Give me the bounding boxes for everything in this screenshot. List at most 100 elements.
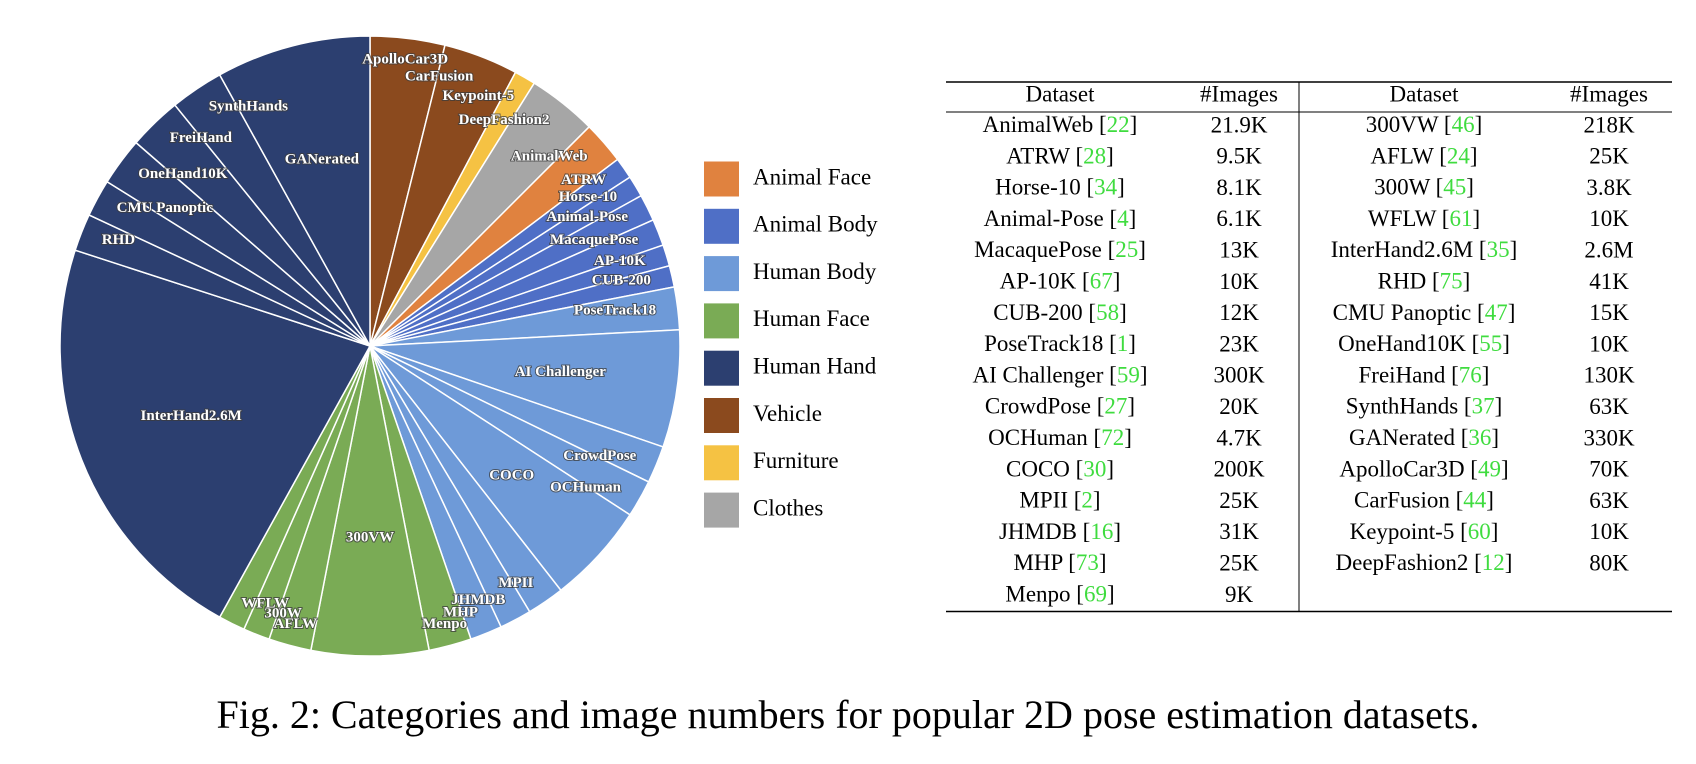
legend-swatch [704,303,739,339]
dataset-cell: MHP [73] [1013,550,1106,575]
dataset-text: OneHand10K [ [1338,331,1479,356]
citation: 25 [1115,237,1138,262]
dataset-text: ] [1106,457,1114,482]
images-cell: 31K [1219,519,1259,544]
dataset-cell: AFLW [24] [1370,144,1477,169]
dataset-cell: COCO [30] [1006,457,1114,482]
dataset-text: ] [1113,519,1121,544]
citation: 49 [1478,457,1501,482]
images-cell: 80K [1589,550,1629,575]
dataset-cell: AI Challenger [59] [972,363,1147,388]
dataset-text: ] [1129,206,1137,231]
citation: 61 [1449,206,1472,231]
legend-swatch [704,256,739,292]
citation: 4 [1117,206,1129,231]
dataset-text: ] [1140,363,1148,388]
dataset-cell: CMU Panoptic [47] [1333,300,1516,325]
pie-slice [218,35,371,349]
images-cell: 10K [1589,206,1629,231]
dataset-text: CUB-200 [ [993,300,1096,325]
dataset-text: ] [1099,550,1107,575]
images-cell: 10K [1589,331,1629,356]
dataset-text: MacaquePose [ [974,237,1115,262]
images-cell: 63K [1589,394,1629,419]
images-cell: 330K [1583,425,1635,450]
images-cell: 300K [1213,363,1265,388]
table-header: #Images [1200,81,1278,106]
citation: 75 [1440,269,1463,294]
dataset-text: AFLW [ [1370,144,1446,169]
legend-label: Human Face [753,306,870,331]
table-header: Dataset [1026,81,1096,106]
images-cell: 15K [1589,300,1629,325]
images-cell: 13K [1219,237,1259,262]
citation: 35 [1487,237,1510,262]
dataset-text: MHP [ [1013,550,1075,575]
citation: 45 [1443,175,1466,200]
dataset-text: Keypoint-5 [ [1350,519,1468,544]
legend-label: Human Body [753,259,877,284]
legend-label: Clothes [753,495,823,520]
dataset-cell: ATRW [28] [1006,144,1114,169]
slice-label: Animal-Pose [546,209,628,225]
citation: 60 [1468,519,1491,544]
slice-label: JHMDB [451,592,505,608]
dataset-text: ] [1491,425,1499,450]
slice-label: WFLW [241,595,289,611]
images-cell: 9K [1225,582,1254,607]
slice-label: CarFusion [405,68,474,84]
citation: 73 [1076,550,1099,575]
citation: 30 [1083,457,1106,482]
citation: 27 [1104,394,1127,419]
images-cell: 10K [1589,519,1629,544]
dataset-text: ] [1502,331,1510,356]
slice-label: CUB-200 [592,273,651,289]
dataset-text: ] [1486,488,1494,513]
caption: Fig. 2: Categories and image numbers for… [216,692,1479,737]
slice-label: Keypoint-5 [442,88,514,104]
legend-label: Animal Face [753,164,871,189]
slice-label: Menpo [422,616,467,632]
slice-label: OCHuman [550,479,622,495]
slice-label: SynthHands [209,98,288,114]
dataset-cell: OCHuman [72] [988,425,1132,450]
images-cell: 70K [1589,457,1629,482]
citation: 2 [1081,488,1093,513]
dataset-text: Animal-Pose [ [984,206,1118,231]
images-cell: 25K [1219,488,1259,513]
dataset-text: ] [1127,394,1135,419]
dataset-cell: DeepFashion2 [12] [1336,550,1513,575]
dataset-text: ] [1508,300,1516,325]
slice-label: MPII [498,575,533,591]
pie-slice [59,249,372,619]
dataset-cell: MacaquePose [25] [974,237,1146,262]
slice-label: CrowdPose [563,448,636,464]
dataset-text: ] [1463,269,1471,294]
legend-swatch [704,161,739,197]
dataset-cell: CrowdPose [27] [985,394,1135,419]
dataset-text: ] [1491,519,1499,544]
dataset-text: ] [1466,175,1474,200]
dataset-text: GANerated [ [1349,425,1468,450]
legend-swatch [704,350,739,386]
dataset-cell: FreiHand [76] [1359,363,1490,388]
dataset-text: ] [1475,112,1483,137]
legend-label: Animal Body [753,212,878,237]
pie-slice [309,345,431,657]
dataset-cell: 300W [45] [1374,175,1474,200]
citation: 59 [1117,363,1140,388]
table-header: #Images [1570,81,1648,106]
slice-label: GANerated [285,151,360,167]
dataset-text: COCO [ [1006,457,1083,482]
dataset-cell: Animal-Pose [4] [984,206,1137,231]
dataset-text: 300VW [ [1366,112,1452,137]
dataset-cell: JHMDB [16] [999,519,1121,544]
dataset-text: ] [1505,550,1513,575]
images-cell: 12K [1219,300,1259,325]
dataset-text: JHMDB [ [999,519,1090,544]
slice-label: COCO [489,467,534,483]
slice-label: CMU Panoptic [117,200,214,216]
dataset-text: RHD [ [1378,269,1440,294]
dataset-cell: Keypoint-5 [60] [1350,519,1499,544]
dataset-text: ] [1119,300,1127,325]
